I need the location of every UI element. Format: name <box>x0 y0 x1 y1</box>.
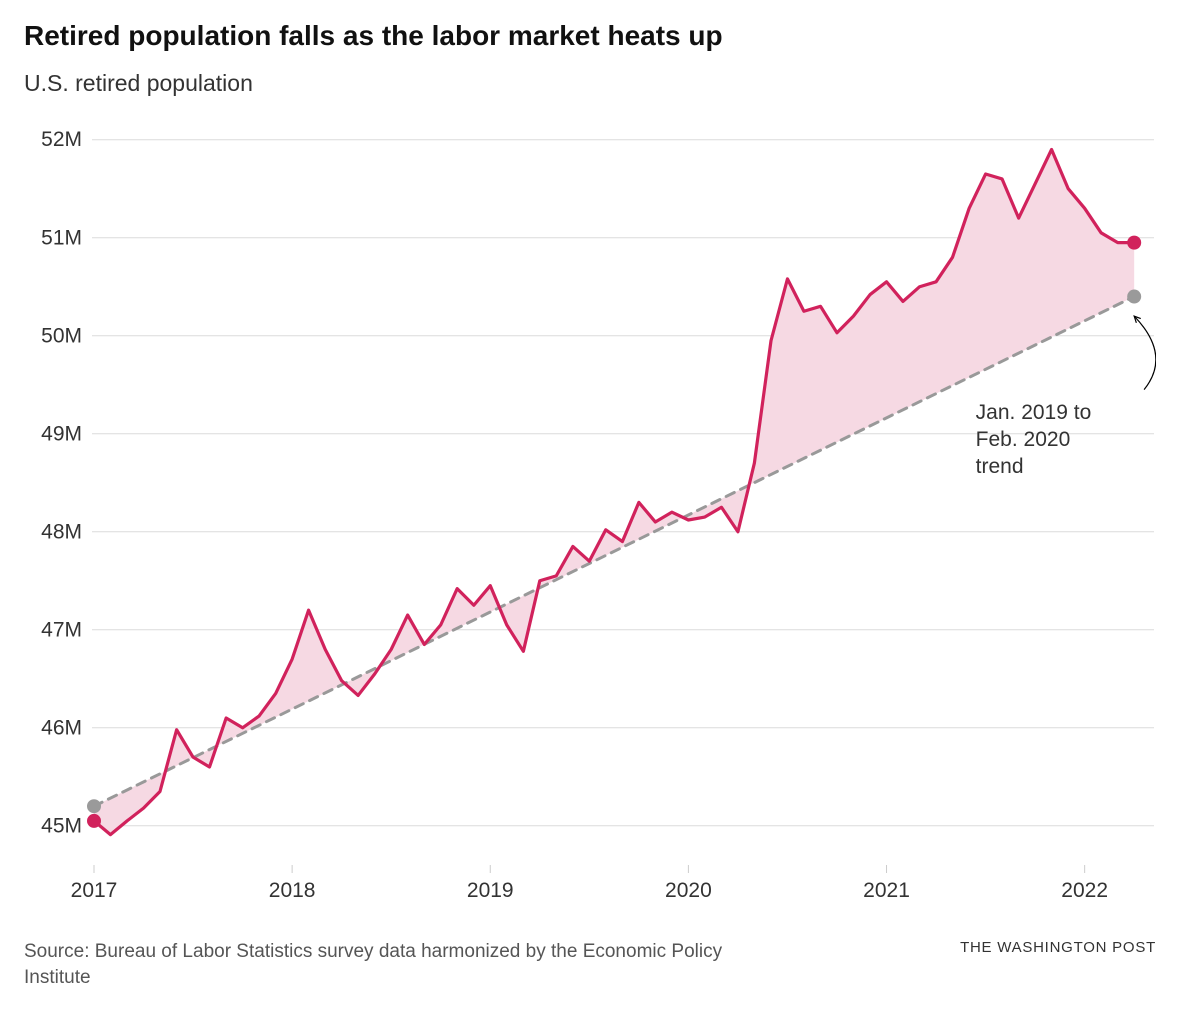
area-fill <box>94 150 1134 835</box>
svg-text:2019: 2019 <box>467 879 514 902</box>
svg-text:50M: 50M <box>41 324 82 347</box>
trend-annotation: Jan. 2019 to <box>976 401 1092 424</box>
annotation-arrow <box>1134 316 1156 390</box>
actual-end-dot <box>1127 236 1141 250</box>
actual-start-dot <box>87 814 101 828</box>
trend-start-dot <box>87 799 101 813</box>
trend-end-dot <box>1127 290 1141 304</box>
svg-text:2018: 2018 <box>269 879 316 902</box>
svg-text:51M: 51M <box>41 226 82 249</box>
svg-text:47M: 47M <box>41 618 82 641</box>
svg-text:52M: 52M <box>41 128 82 151</box>
svg-text:46M: 46M <box>41 716 82 739</box>
svg-text:2017: 2017 <box>71 879 118 902</box>
trend-annotation: trend <box>976 455 1024 478</box>
chart-subtitle: U.S. retired population <box>24 70 1156 97</box>
svg-text:2022: 2022 <box>1061 879 1108 902</box>
line-chart-svg: 45M 46M 47M 48M 49M 50M 51M 52M 2017 2018 2019 2020… <box>24 105 1156 925</box>
svg-text:2020: 2020 <box>665 879 712 902</box>
source-text: Source: Bureau of Labor Statistics surve… <box>24 939 784 990</box>
chart-area: 45M 46M 47M 48M 49M 50M 51M 52M 2017 2018 2019 2020… <box>24 105 1156 925</box>
svg-text:48M: 48M <box>41 520 82 543</box>
svg-text:2021: 2021 <box>863 879 910 902</box>
chart-title: Retired population falls as the labor ma… <box>24 20 1156 52</box>
trend-annotation: Feb. 2020 <box>976 428 1071 451</box>
chart-footer: Source: Bureau of Labor Statistics surve… <box>24 939 1156 990</box>
svg-text:45M: 45M <box>41 814 82 837</box>
trend-line <box>94 297 1134 807</box>
credit-text: THE WASHINGTON POST <box>960 939 1156 956</box>
svg-text:49M: 49M <box>41 422 82 445</box>
